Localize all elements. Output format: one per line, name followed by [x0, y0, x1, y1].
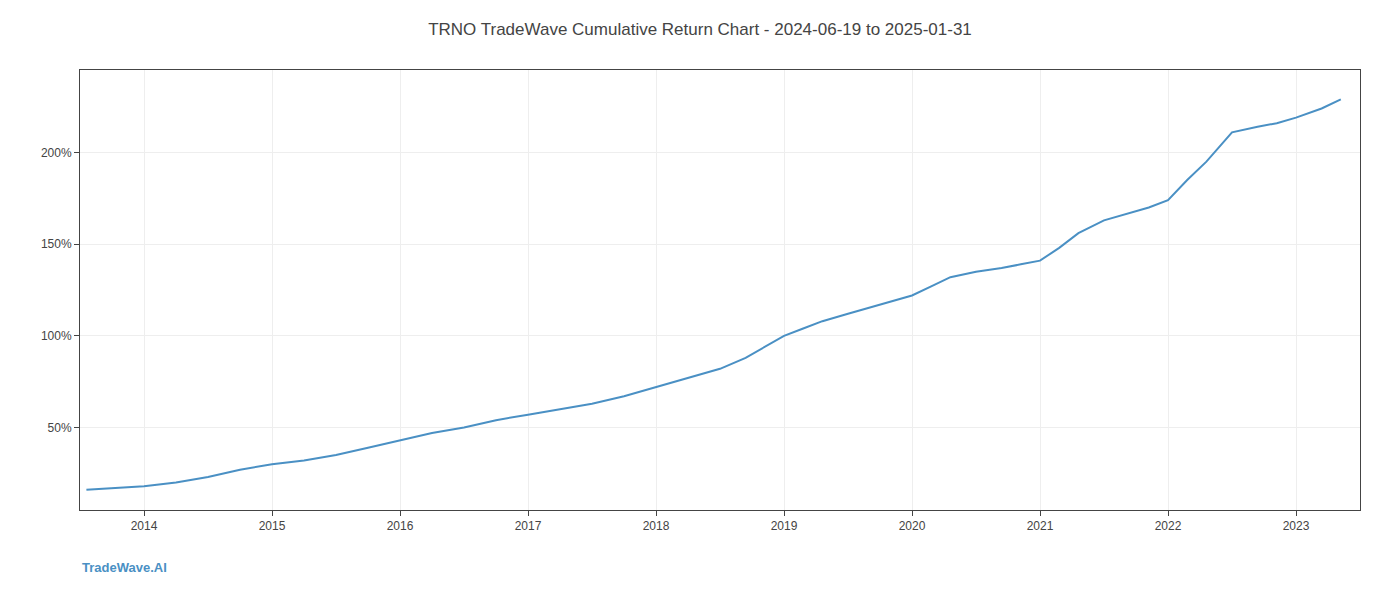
svg-text:TradeWave.AI: TradeWave.AI: [82, 560, 167, 575]
svg-text:150%: 150%: [41, 237, 72, 251]
svg-text:TRNO TradeWave Cumulative Retu: TRNO TradeWave Cumulative Return Chart -…: [428, 20, 972, 39]
svg-text:2018: 2018: [643, 519, 670, 533]
svg-text:50%: 50%: [48, 421, 72, 435]
svg-text:2017: 2017: [515, 519, 542, 533]
svg-text:2016: 2016: [387, 519, 414, 533]
svg-text:2014: 2014: [131, 519, 158, 533]
svg-text:2015: 2015: [259, 519, 286, 533]
svg-text:2020: 2020: [899, 519, 926, 533]
svg-text:200%: 200%: [41, 146, 72, 160]
svg-text:2023: 2023: [1283, 519, 1310, 533]
svg-text:100%: 100%: [41, 329, 72, 343]
svg-text:2019: 2019: [771, 519, 798, 533]
svg-text:2022: 2022: [1155, 519, 1182, 533]
svg-text:2021: 2021: [1027, 519, 1054, 533]
